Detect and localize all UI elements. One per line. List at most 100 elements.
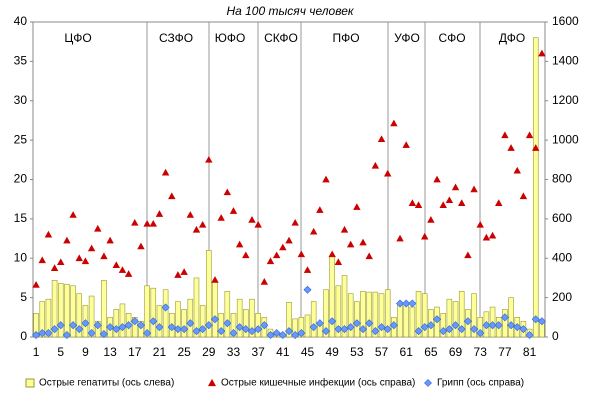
triangle-marker [538, 49, 546, 57]
triangle-marker [525, 131, 534, 139]
triangle-marker [155, 210, 164, 217]
triangle-marker [161, 168, 170, 176]
x-tick-label: 81 [523, 345, 537, 359]
triangle-marker [94, 224, 102, 232]
bar [341, 275, 348, 338]
diamond-marker [38, 329, 47, 338]
diamond-marker [118, 323, 127, 332]
triangle-marker [81, 257, 90, 265]
x-tick-label: 53 [350, 345, 364, 359]
diamond-marker [303, 285, 312, 294]
y2-tick-label: 1600 [552, 14, 579, 28]
x-tick-label: 13 [103, 345, 117, 359]
diamond-marker [81, 319, 90, 328]
diamond-marker [241, 325, 250, 334]
y-tick-label: 20 [14, 172, 28, 186]
diamond-marker [439, 327, 448, 336]
diamond-marker [254, 325, 263, 334]
bar [187, 298, 194, 338]
triangle-marker [235, 240, 244, 248]
triangle-marker [44, 230, 53, 238]
legend-label: Грипп (ось справа) [437, 378, 524, 389]
y-tick-label: 35 [14, 54, 28, 68]
bar [532, 37, 539, 338]
triangle-marker [143, 219, 151, 227]
bar [175, 301, 181, 338]
triangle-marker [371, 161, 380, 169]
diamond-marker [186, 319, 195, 328]
diamond-marker [389, 321, 398, 330]
diamond-marker [75, 325, 84, 334]
diamond-marker [167, 323, 176, 332]
diamond-marker [383, 325, 392, 334]
triangle-marker [254, 220, 262, 228]
x-tick-label: 61 [400, 345, 414, 359]
diamond-marker [297, 329, 306, 338]
diamond-marker [50, 325, 59, 334]
bar [335, 285, 342, 338]
triangle-marker [242, 251, 250, 259]
triangle-marker [50, 264, 59, 271]
triangle-marker [334, 258, 343, 266]
triangle-marker [285, 236, 293, 244]
triangle-marker [464, 251, 472, 259]
diamond-marker [537, 317, 546, 326]
diamond-marker [291, 331, 300, 340]
triangle-marker [118, 266, 127, 273]
y-tick-label: 5 [20, 290, 27, 304]
bar [243, 309, 249, 338]
triangle-marker [507, 144, 515, 151]
diamond-marker [136, 321, 145, 330]
diamond-marker [321, 327, 331, 336]
bar [212, 281, 218, 338]
diamond-marker [180, 325, 189, 334]
triangle-marker [421, 232, 429, 240]
triangle-marker [322, 175, 330, 183]
diamond-marker [99, 330, 108, 339]
triangle-marker [458, 199, 466, 206]
bar [76, 293, 83, 338]
triangle-marker [260, 278, 269, 285]
bar [218, 313, 224, 338]
triangle-marker [266, 257, 275, 265]
region-label: СЗФО [159, 31, 193, 45]
legend-label: Острые гепатиты (ось слева) [39, 378, 174, 389]
triangle-marker [112, 261, 120, 269]
y2-tick-label: 0 [552, 329, 559, 343]
diamond-marker [476, 329, 485, 338]
triangle-marker [328, 250, 336, 258]
triangle-marker [482, 233, 491, 241]
legend-swatch [25, 378, 35, 388]
diamond-marker [56, 321, 65, 330]
bar [502, 309, 508, 338]
region-label: ПФО [332, 31, 359, 45]
bar [304, 314, 311, 338]
bar [113, 309, 120, 338]
diamond-marker [112, 325, 121, 334]
triangle-marker [38, 256, 46, 264]
bar [206, 250, 212, 338]
x-tick-label: 1 [33, 345, 40, 359]
diamond-marker [377, 323, 386, 332]
bar [415, 291, 422, 338]
diamond-marker [192, 327, 201, 336]
diamond-marker [210, 315, 220, 324]
diamond-marker [531, 315, 540, 324]
bar [162, 289, 169, 338]
legend-swatch [207, 378, 217, 387]
bar [199, 305, 206, 338]
bar [403, 305, 409, 338]
triangle-marker [69, 211, 77, 218]
diamond-marker [235, 323, 244, 332]
bar [446, 298, 453, 338]
diamond-marker [346, 323, 355, 332]
diamond-marker [414, 327, 423, 336]
triangle-marker [174, 271, 182, 278]
bar [323, 289, 329, 338]
diamond-marker [334, 325, 343, 334]
triangle-marker [272, 251, 281, 259]
diamond-marker [155, 323, 164, 332]
bar [409, 306, 416, 338]
y-tick-label: 25 [14, 132, 28, 146]
